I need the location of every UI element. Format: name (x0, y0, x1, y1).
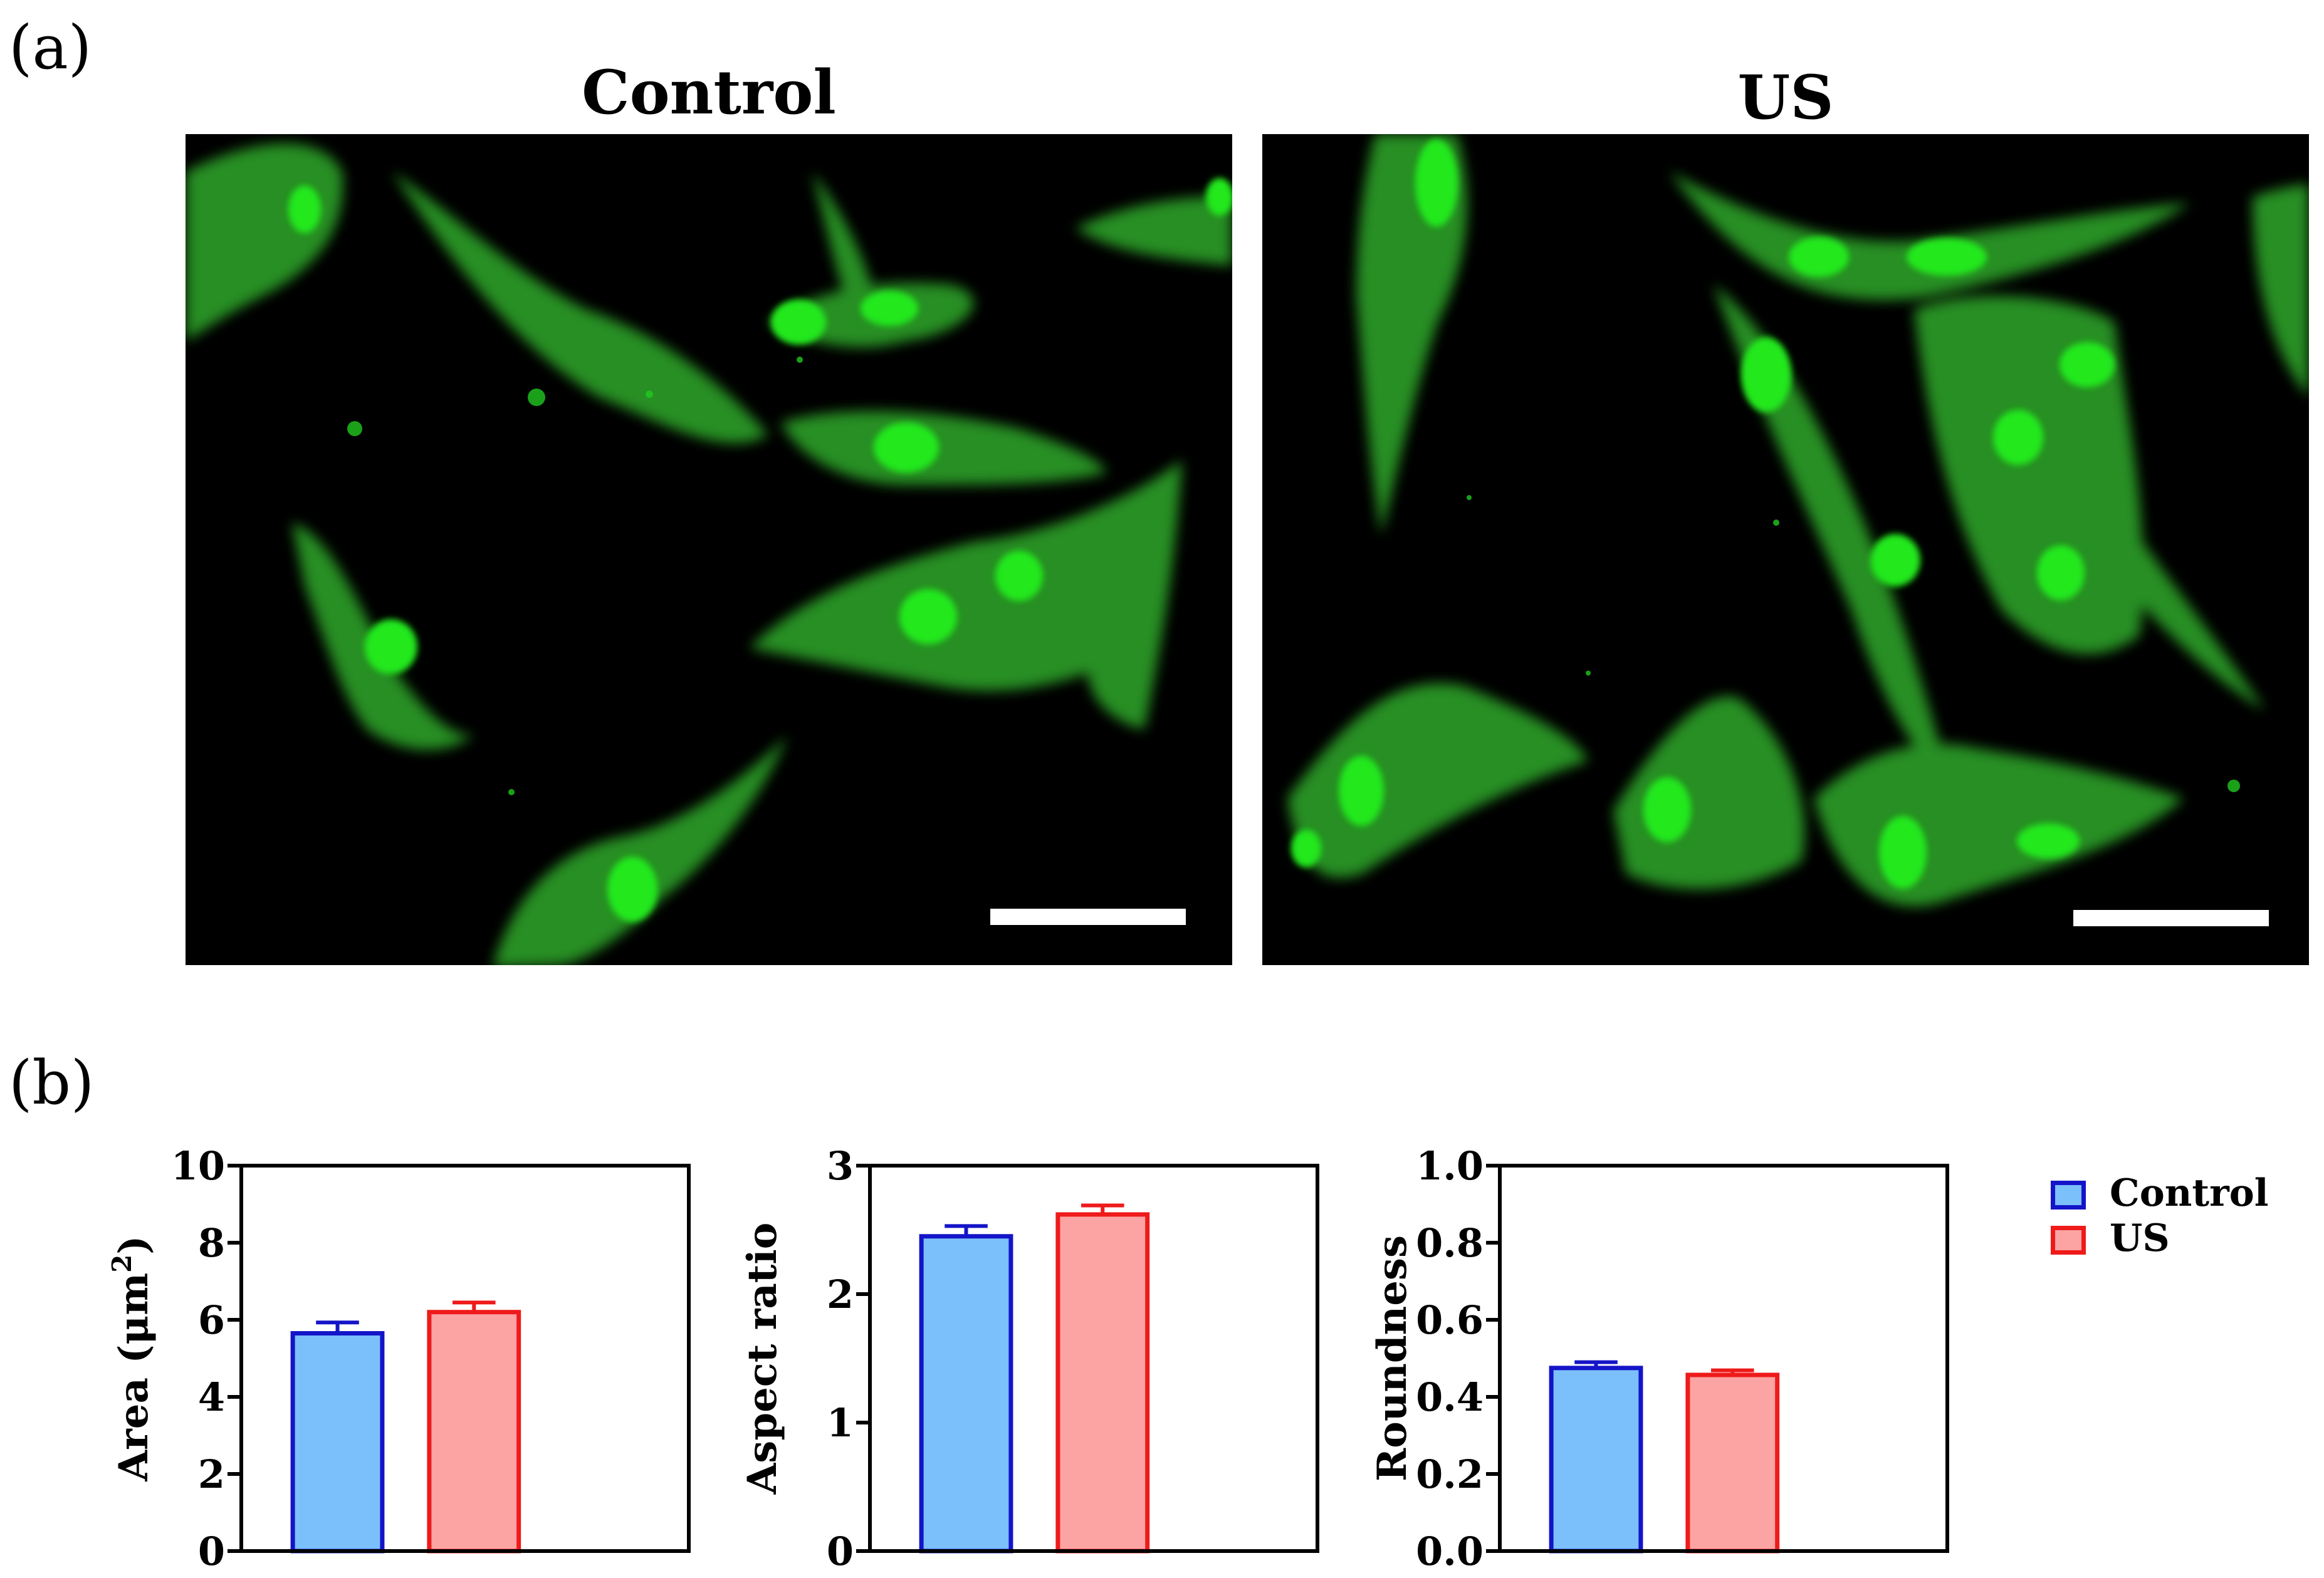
y-tick-label: 10 (171, 1143, 225, 1189)
y-tick-label: 0.6 (1416, 1297, 1484, 1343)
bar-us (1055, 1212, 1150, 1554)
y-tick-label: 0 (827, 1528, 854, 1574)
panel-label-a: (a) (9, 13, 92, 83)
y-tick-label: 1.0 (1416, 1143, 1484, 1189)
y-axis-label: Aspect ratio (739, 1223, 786, 1495)
y-tick-label: 4 (198, 1374, 225, 1420)
micrograph-us (1262, 134, 2309, 965)
legend-swatch-control (2051, 1181, 2086, 1210)
bar-control (919, 1234, 1013, 1554)
y-tick-label: 0.0 (1416, 1528, 1484, 1574)
legend-item-us: US (2044, 1216, 2308, 1260)
plot-frame-aspect-ratio (868, 1164, 1319, 1553)
legend-item-control: Control (2044, 1174, 2308, 1213)
legend: Control US (2044, 1174, 2308, 1278)
image-title-us: US (1737, 62, 1834, 133)
bar-us (1685, 1372, 1780, 1554)
scale-bar (990, 909, 1186, 925)
y-tick-label: 0.8 (1416, 1220, 1484, 1266)
micrograph-control (186, 134, 1232, 965)
y-tick-label: 1 (827, 1400, 854, 1446)
y-tick-label: 2 (198, 1451, 225, 1497)
y-tick-label: 8 (198, 1220, 225, 1266)
legend-label-us: US (2110, 1216, 2170, 1260)
y-tick-label: 0.2 (1416, 1451, 1484, 1497)
y-tick-label: 3 (827, 1143, 854, 1189)
y-tick-label: 2 (827, 1272, 854, 1317)
image-title-control: Control (582, 57, 836, 128)
panel-label-b: (b) (9, 1048, 95, 1118)
legend-label-control: Control (2110, 1171, 2269, 1215)
legend-swatch-us (2051, 1226, 2086, 1255)
micrograph-control-cells (186, 144, 1232, 965)
y-axis-label: Roundness (1369, 1235, 1416, 1481)
y-tick-label: 0.4 (1416, 1374, 1484, 1420)
plot-frame-roundness (1498, 1164, 1949, 1553)
bar-control (290, 1331, 385, 1554)
bar-control (1549, 1366, 1643, 1554)
y-tick-label: 0 (198, 1528, 225, 1574)
scale-bar (2073, 910, 2269, 926)
micrograph-us-cells (1287, 134, 2309, 907)
bar-us (427, 1310, 521, 1554)
y-tick-label: 6 (198, 1297, 225, 1343)
plot-frame-area-m (239, 1164, 691, 1553)
y-axis-label: Area (μm2) (107, 1235, 157, 1481)
